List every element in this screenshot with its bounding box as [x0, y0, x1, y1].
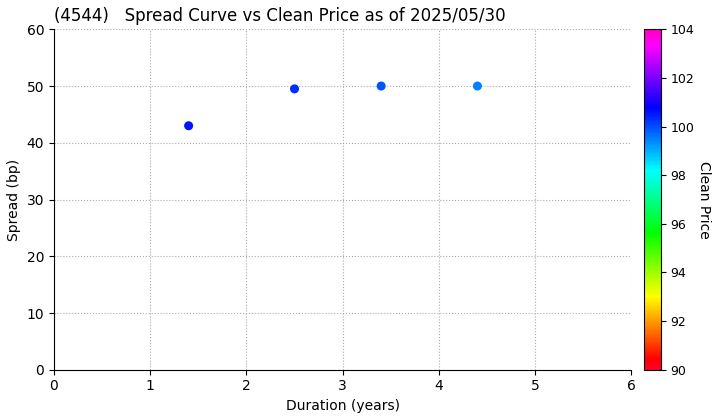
Point — [183, 122, 194, 129]
Point — [289, 86, 300, 92]
X-axis label: Duration (years): Duration (years) — [286, 399, 400, 413]
Text: (4544)   Spread Curve vs Clean Price as of 2025/05/30: (4544) Spread Curve vs Clean Price as of… — [54, 7, 505, 25]
Y-axis label: Clean Price: Clean Price — [697, 161, 711, 239]
Y-axis label: Spread (bp): Spread (bp) — [7, 158, 21, 241]
Point — [375, 83, 387, 89]
Point — [472, 83, 483, 89]
